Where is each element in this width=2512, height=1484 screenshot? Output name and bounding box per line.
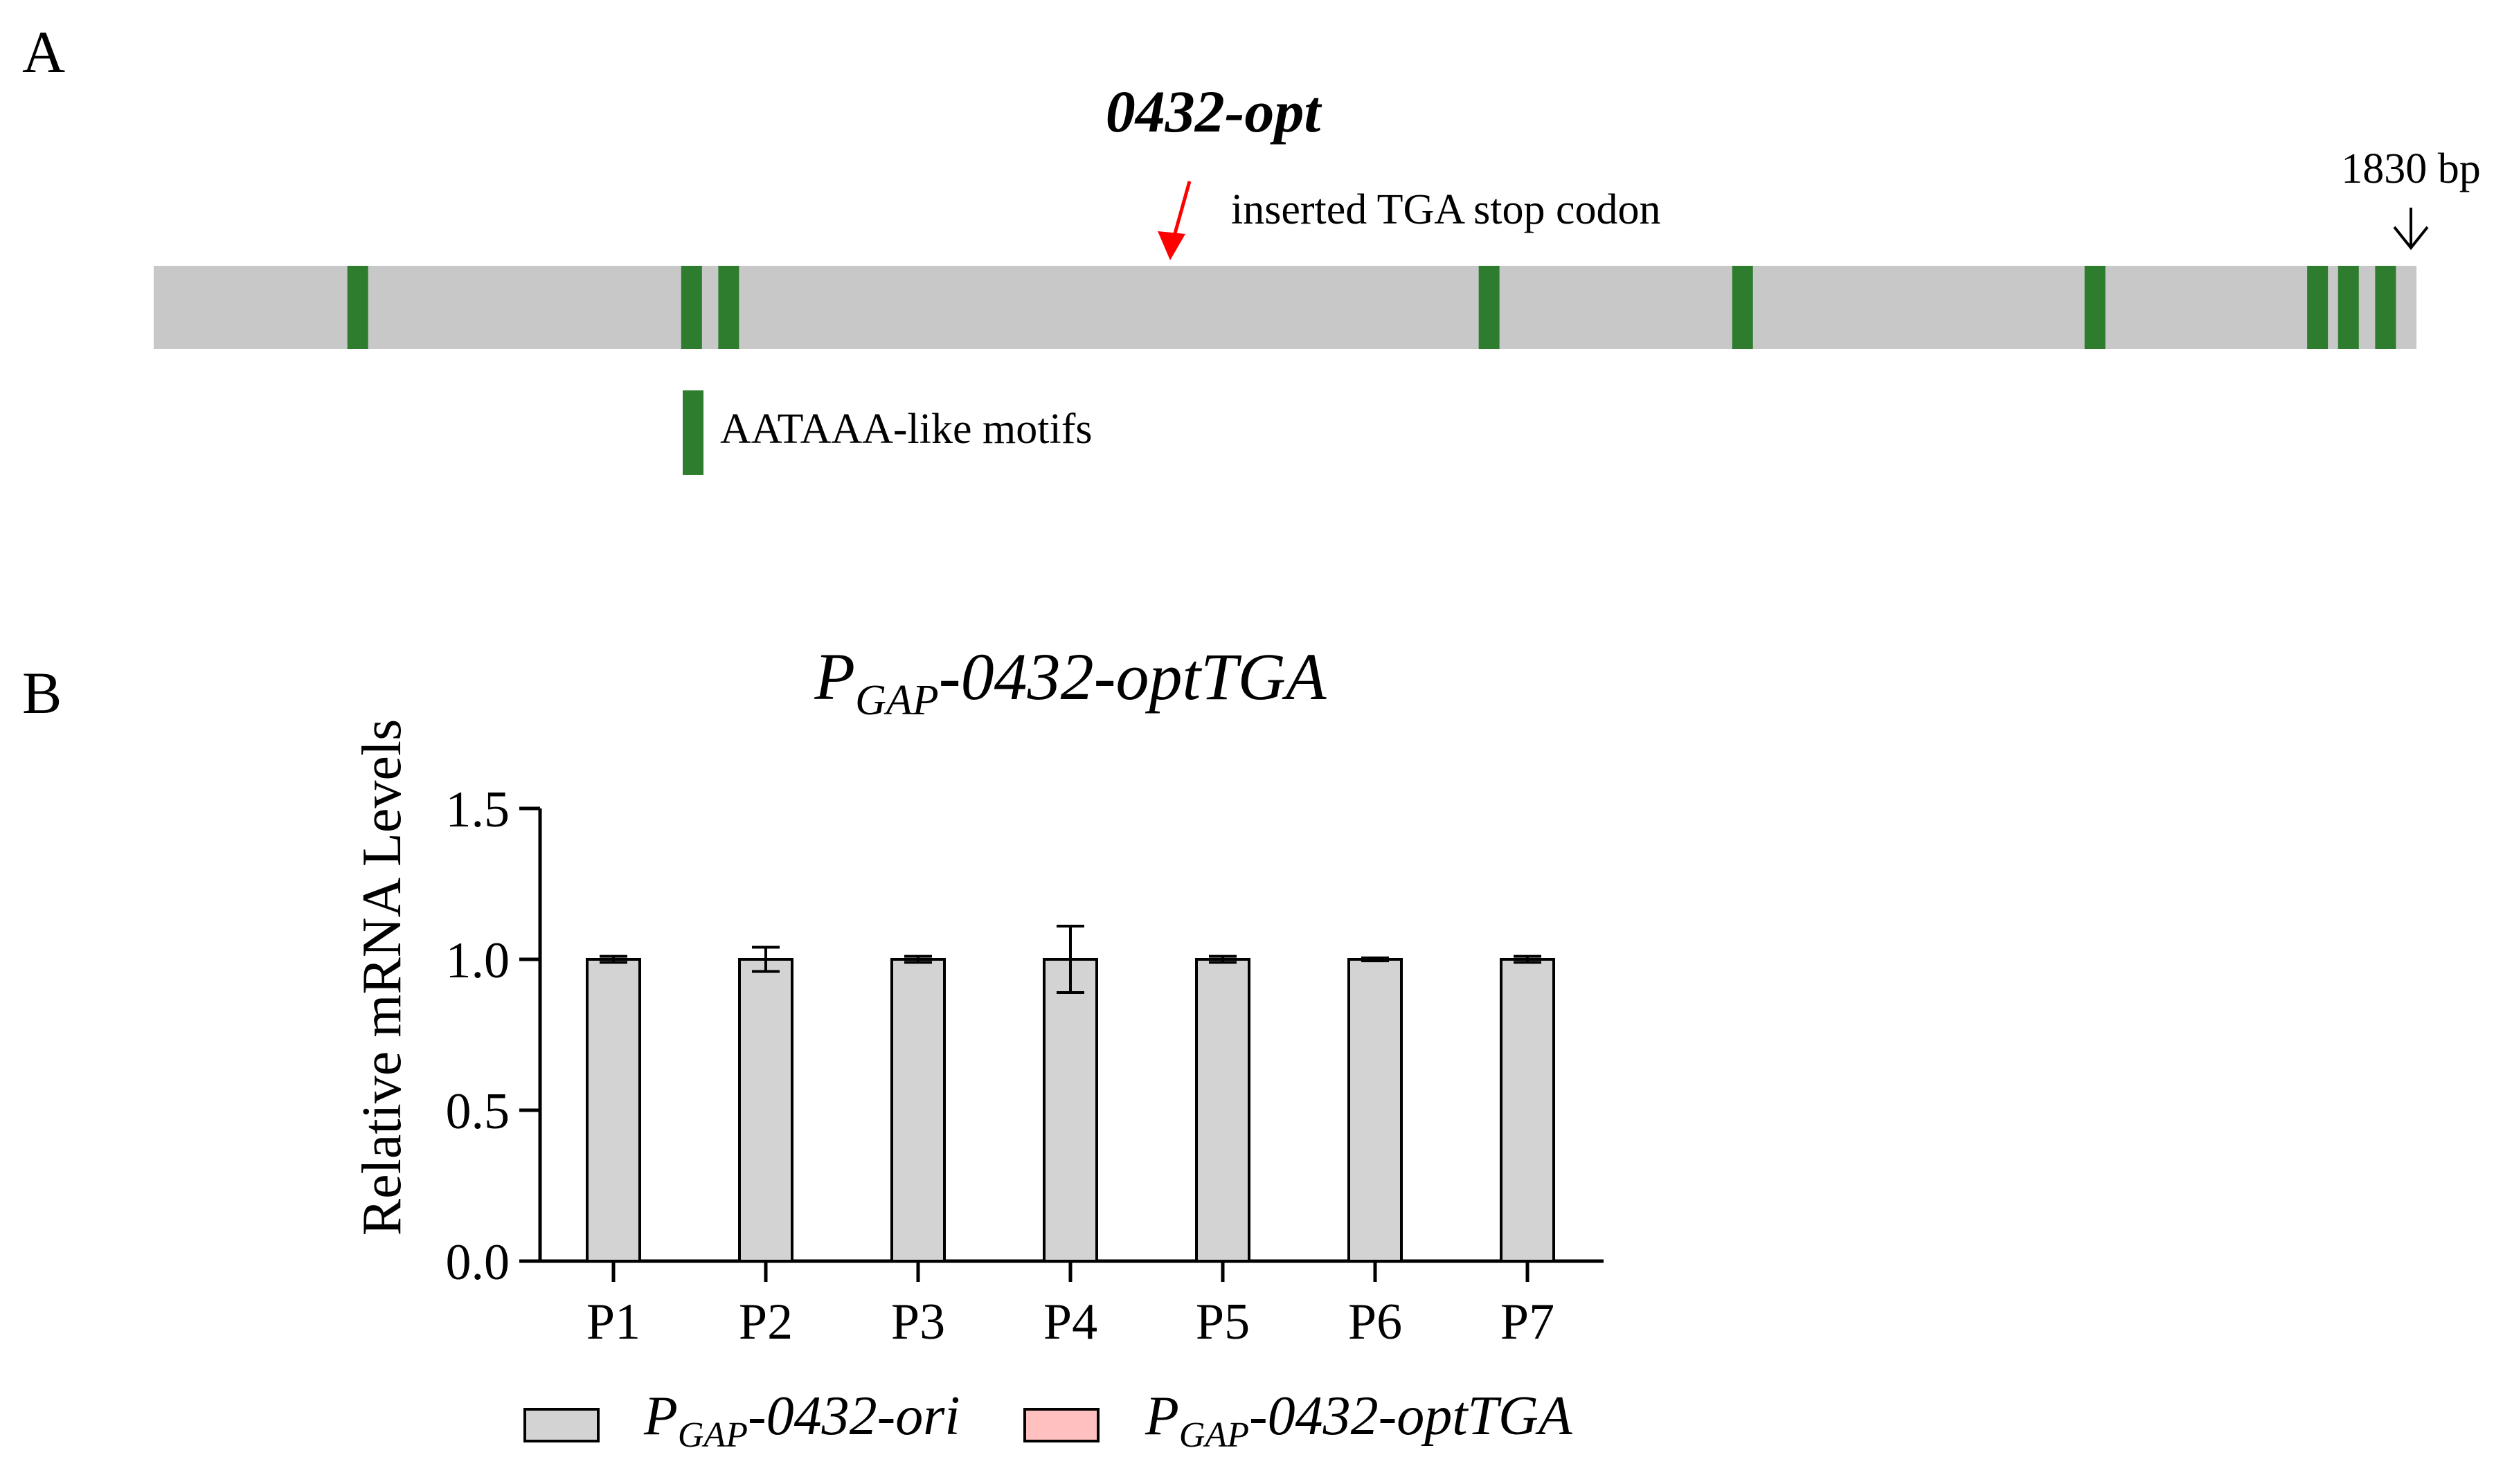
error-bar-p2 [752, 945, 780, 973]
bar-p3 [890, 958, 946, 1263]
motif-mark [1732, 266, 1753, 349]
error-bar-p1 [600, 954, 627, 964]
y-tick-label: 1.5 [446, 781, 510, 838]
x-tick-label: P1 [586, 1294, 640, 1350]
error-bar-p5 [1209, 954, 1237, 964]
y-tick-label: 1.0 [446, 932, 510, 989]
chart-title: PGAP-0432-optTGA [814, 640, 1327, 724]
motif-legend-label: AATAAA-like motifs [720, 406, 1092, 453]
x-tick-label: P6 [1348, 1294, 1402, 1350]
error-bar-p6 [1361, 956, 1389, 963]
error-bar-p4 [1057, 925, 1084, 994]
motif-mark [2338, 266, 2359, 349]
motif-legend-swatch [683, 390, 703, 475]
legend-swatch-opttga [1023, 1408, 1100, 1442]
motif-mark [2084, 266, 2106, 349]
y-tick-label: 0.5 [446, 1083, 510, 1140]
stop-codon-label: inserted TGA stop codon [1231, 186, 1661, 233]
panel-label-a: A [22, 19, 65, 85]
y-ticks: 0.0 0.5 1.0 1.5 [446, 781, 540, 1291]
x-ticks: P1 P2 P3 P4 P5 P6 P7 [586, 1261, 1554, 1350]
x-tick-label: P7 [1500, 1294, 1554, 1350]
panel-label-b: B [22, 660, 62, 726]
legend-label-ori: PGAP-0432-ori [643, 1386, 960, 1455]
length-label: 1830 bp [2341, 145, 2481, 192]
gene-bar [154, 266, 2416, 349]
stop-codon-arrow-head [1158, 231, 1185, 260]
bar-p2 [738, 958, 793, 1263]
motif-mark [681, 266, 702, 349]
legend-label-opttga: PGAP-0432-optTGA [1145, 1386, 1573, 1455]
legend-swatch-ori [523, 1408, 600, 1442]
bar-chart: PGAP-0432-optTGA Relative mRNA Levels 0.… [352, 640, 1604, 1455]
x-tick-label: P3 [891, 1294, 945, 1350]
y-tick-label: 0.0 [446, 1234, 510, 1291]
bar-p4 [1043, 958, 1098, 1263]
bar-p7 [1500, 958, 1555, 1263]
x-tick-label: P5 [1196, 1294, 1250, 1350]
length-arrow [2393, 208, 2429, 251]
motif-mark [347, 266, 368, 349]
bar-p1 [586, 958, 641, 1263]
gene-map: 0432-opt inserted TGA stop codon 1830 bp… [154, 78, 2481, 475]
motif-mark [718, 266, 739, 349]
error-bar-p3 [904, 954, 932, 964]
motif-mark [2375, 266, 2396, 349]
gene-map-title: 0432-opt [1106, 78, 1323, 145]
motif-mark [1478, 266, 1500, 349]
legend: PGAP-0432-ori PGAP-0432-optTGA [523, 1386, 1573, 1455]
bar-p5 [1195, 958, 1250, 1263]
x-tick-label: P4 [1043, 1294, 1097, 1350]
motif-marks [347, 266, 2396, 349]
y-axis-label: Relative mRNA Levels [352, 719, 413, 1236]
error-bar-p7 [1514, 954, 1541, 964]
bars [586, 925, 1555, 1263]
x-tick-label: P2 [739, 1294, 793, 1350]
bar-p6 [1347, 958, 1403, 1263]
motif-mark [2307, 266, 2329, 349]
